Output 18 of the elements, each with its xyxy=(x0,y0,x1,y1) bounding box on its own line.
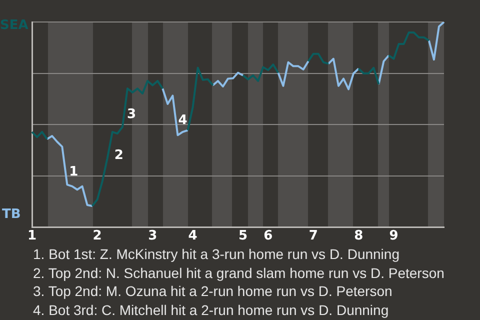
x-tick-label: 5 xyxy=(238,228,248,244)
text: 2. Top 2nd: N. Schanuel hit a grand slam home run vs D. Peterson xyxy=(33,264,446,282)
text: 4. Bot 3rd: C. Mitchell hit a 2-run home run vs D. Dunning xyxy=(33,300,390,319)
x-tick-label: 1 xyxy=(27,228,37,244)
x-tick-label: 4 xyxy=(188,228,198,244)
x-tick-label: 3 xyxy=(148,228,158,244)
annotation: 3 xyxy=(126,106,136,122)
text: 3. Top 2nd: M. Ozuna hit a 2-run home run vs D. Peterson xyxy=(33,282,394,300)
text: TB xyxy=(2,207,21,222)
x-tick-label: 8 xyxy=(354,228,364,244)
x-tick-label: 9 xyxy=(389,228,398,244)
x-tick-label: 2 xyxy=(92,228,102,244)
annotation: 2 xyxy=(114,148,124,163)
x-tick-label: 6 xyxy=(264,228,273,244)
annotation: 1 xyxy=(69,164,78,180)
annotation: 4 xyxy=(178,112,188,128)
x-tick-label: 7 xyxy=(308,228,318,244)
text: 1. Bot 1st: Z. McKinstry hit a 3-run home run vs D. Dunning xyxy=(33,245,400,264)
